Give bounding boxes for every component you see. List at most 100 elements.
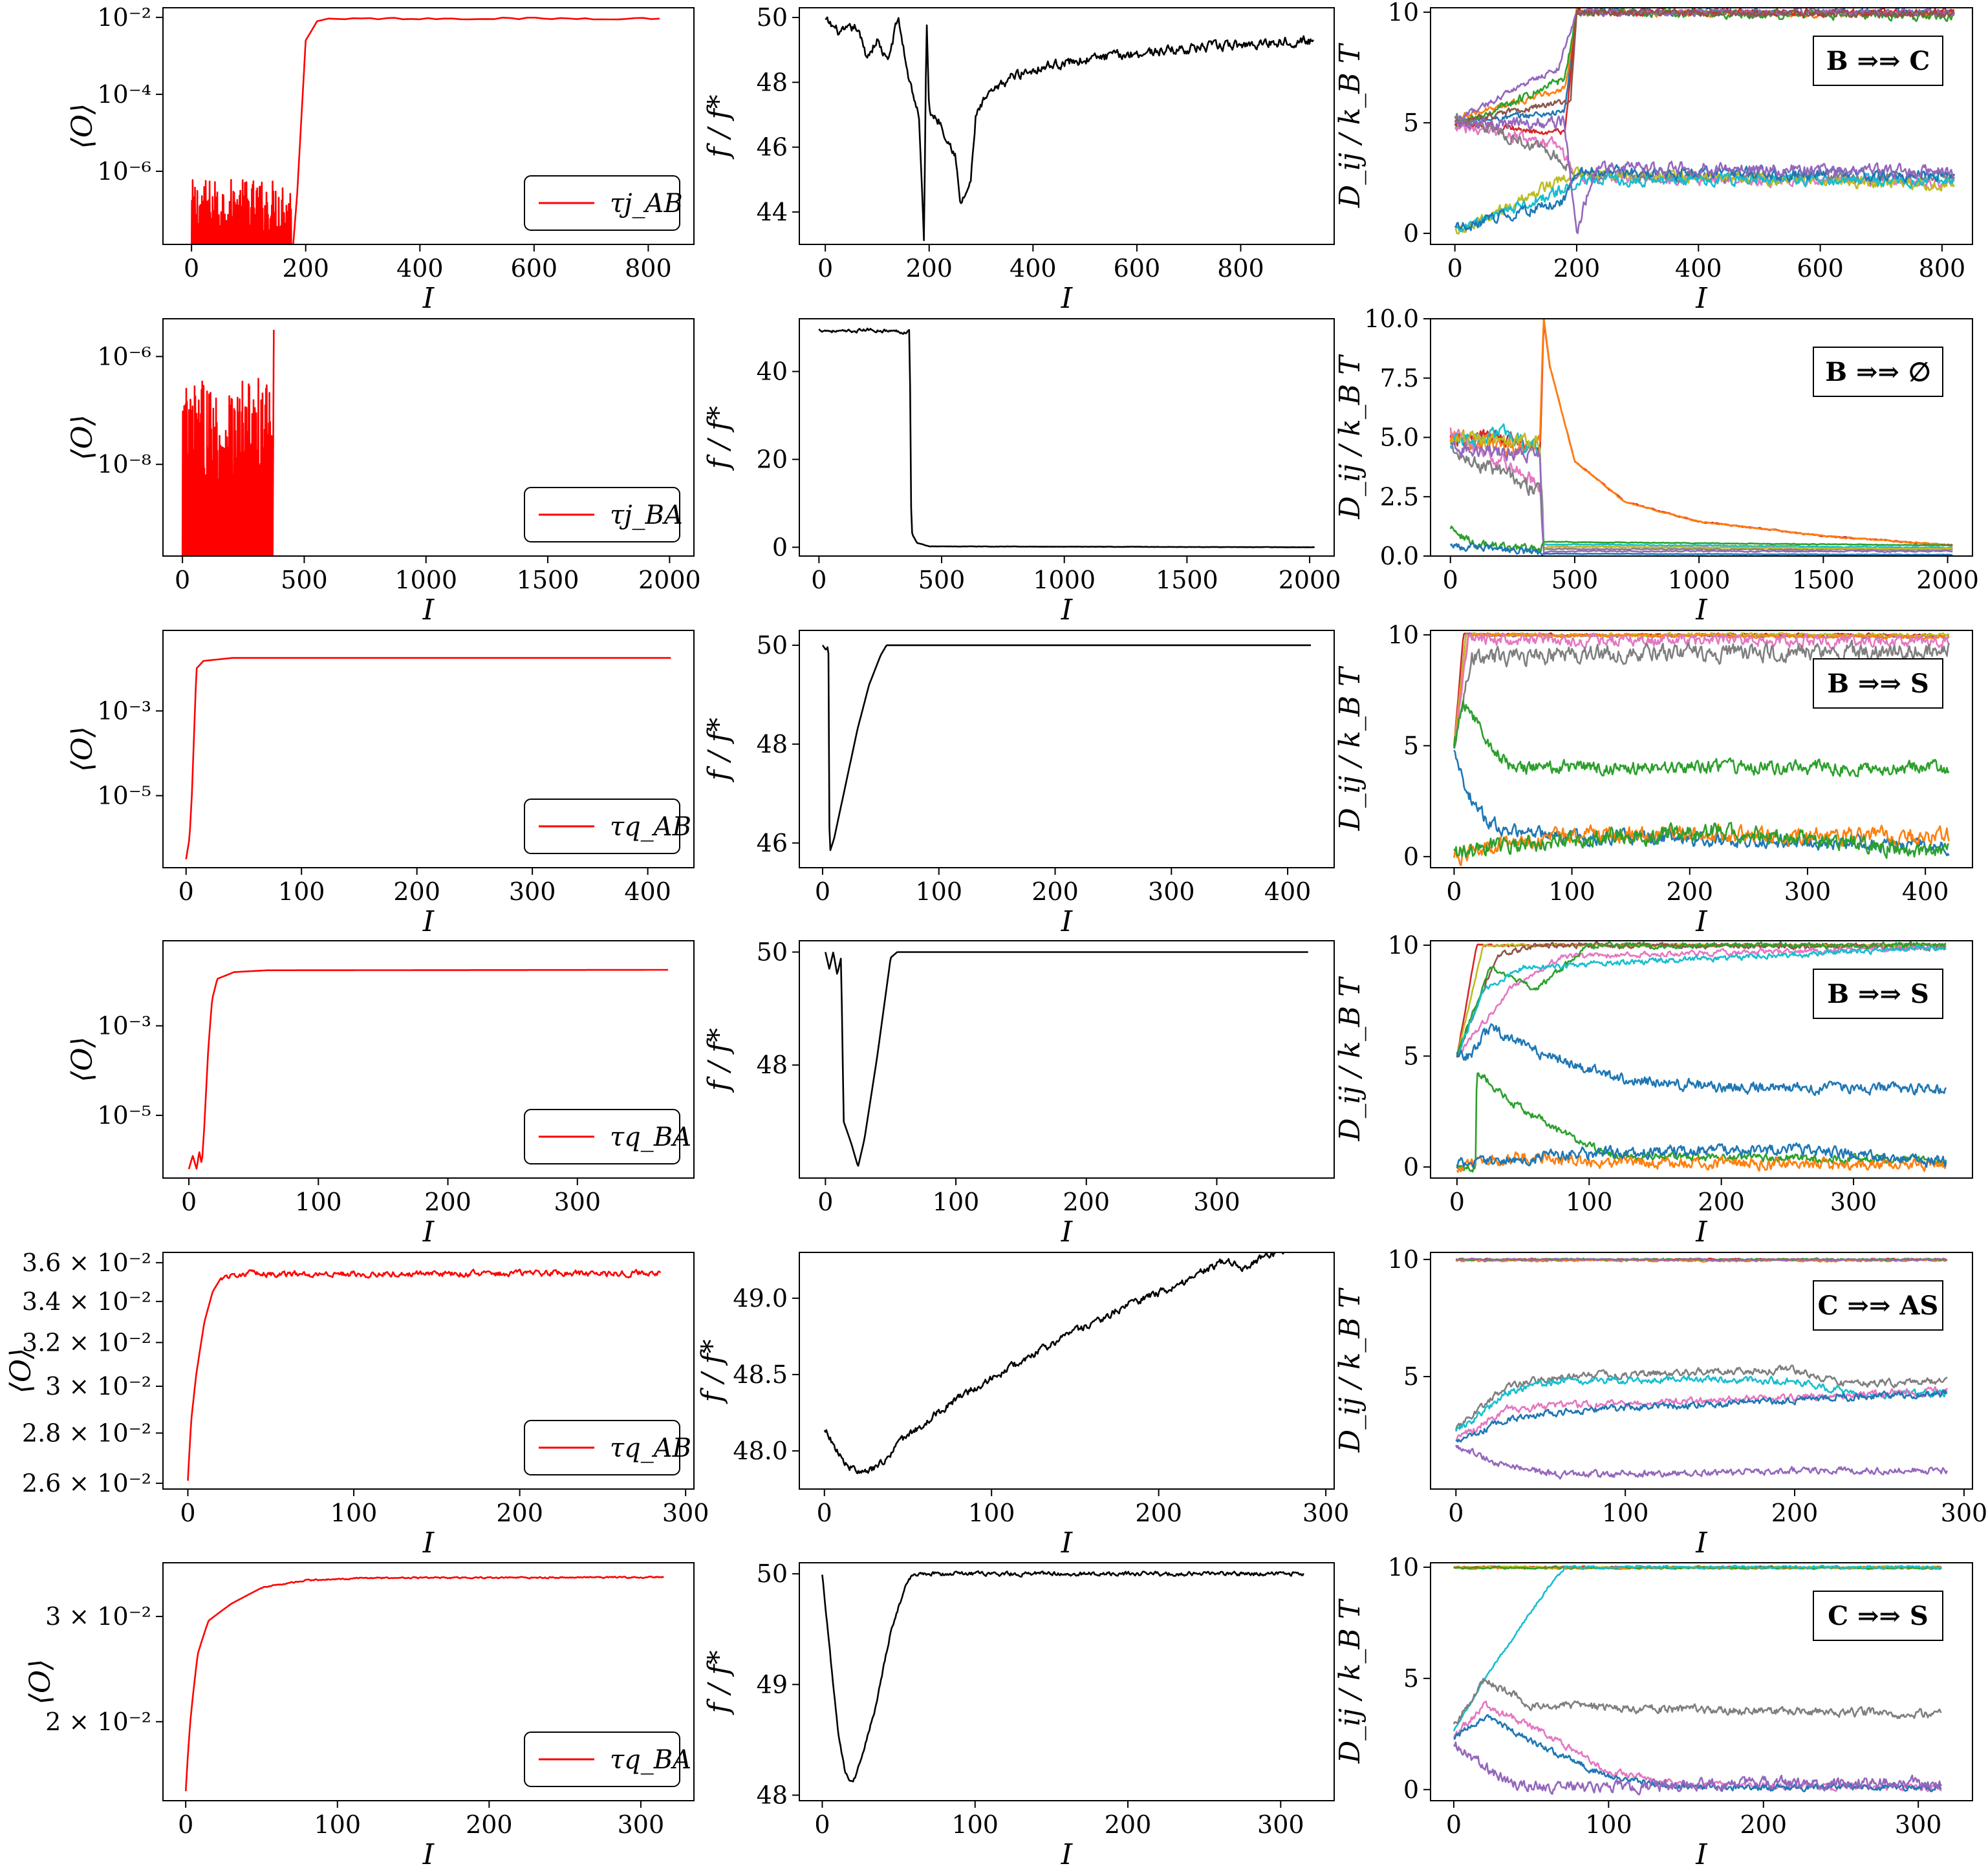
x-axis-label: I <box>1061 594 1074 627</box>
y-tick-label: 10 <box>1388 931 1419 960</box>
series-line <box>1449 542 1953 556</box>
x-tick-label: 400 <box>1264 877 1312 906</box>
y-tick-label: 5 <box>1403 1362 1419 1391</box>
x-tick-label: 400 <box>396 254 444 283</box>
y-axis-label: ⟨O⟩ <box>5 1348 38 1393</box>
legend-label: τj_AB <box>610 189 683 219</box>
x-tick-label: 100 <box>314 1810 361 1839</box>
transition-label: C ⇒⇒ S <box>1828 1601 1929 1631</box>
y-axis-label: ⟨O⟩ <box>66 726 99 771</box>
series-line <box>821 644 1311 852</box>
x-axis-label: I <box>422 594 435 627</box>
y-tick-label: 10⁻⁵ <box>97 1101 151 1130</box>
y-axis-label: D_ij / k_B T <box>1334 42 1367 208</box>
legend-label: τq_BA <box>610 1122 691 1152</box>
transition-label: C ⇒⇒ AS <box>1818 1291 1939 1321</box>
plot-frame <box>1430 7 1973 245</box>
plot-frame <box>162 7 695 245</box>
y-tick-label: 10⁻² <box>97 3 151 32</box>
panel-r4c0: 0 100 200 300 2.6 × 10⁻² 2.8 × 10⁻² 3 × 10⁻² 3.… <box>5 1249 709 1560</box>
transition-label: B ⇒⇒ ∅ <box>1825 357 1931 387</box>
y-axis-label: D_ij / k_B T <box>1334 1598 1367 1764</box>
y-axis-label: f / f* <box>702 718 735 782</box>
x-tick-label: 300 <box>554 1188 601 1216</box>
legend-label: τq_AB <box>610 812 691 842</box>
x-tick-label: 200 <box>1553 254 1601 283</box>
x-axis-label: I <box>422 1838 435 1866</box>
series-group <box>825 16 1314 241</box>
plot-frame <box>799 1252 1335 1490</box>
y-tick-label: 3.4 × 10⁻² <box>22 1287 151 1316</box>
y-tick-label: 48 <box>757 1781 788 1809</box>
series-group <box>1453 1564 1943 1796</box>
y-tick-label: 48 <box>757 68 788 96</box>
y-tick-label: 50 <box>757 1560 788 1588</box>
x-axis-label: I <box>422 1527 435 1560</box>
y-tick-label: 5 <box>1403 109 1419 137</box>
series-group <box>818 327 1315 548</box>
y-tick-label: 10⁻⁶ <box>97 157 151 186</box>
plot-frame <box>1430 1562 1973 1801</box>
y-axis-label: f / f* <box>702 406 735 471</box>
series-line <box>1456 944 1947 1057</box>
series-group <box>821 644 1311 852</box>
series-group <box>181 330 275 556</box>
series-group <box>184 1575 664 1792</box>
x-tick-label: 1000 <box>394 566 457 594</box>
plot-frame <box>162 318 695 557</box>
x-tick-label: 300 <box>1257 1810 1304 1839</box>
x-tick-label: 300 <box>1148 877 1195 906</box>
x-tick-label: 100 <box>915 877 962 906</box>
panel-r4c1: 0 100 200 300 48.0 48.5 49.0 If / f* <box>696 1252 1349 1560</box>
y-tick-label: 50 <box>757 3 788 32</box>
legend: τq_AB <box>524 1420 691 1475</box>
series-group <box>1454 8 1956 235</box>
transition-label: B ⇒⇒ S <box>1827 979 1929 1009</box>
series-line <box>1453 1713 1942 1792</box>
x-tick-label: 1500 <box>517 566 579 594</box>
panel-r1c1: 0 500 1000 1500 2000 0 20 40 If / f* <box>702 318 1341 627</box>
y-tick-label: 10.0 <box>1364 305 1419 333</box>
plot-frame <box>1430 1252 1973 1490</box>
plot-frame <box>162 1562 695 1801</box>
x-tick-label: 300 <box>618 1810 665 1839</box>
panel-r5c1: 0 100 200 300 48 49 50 If / f* <box>702 1560 1335 1866</box>
series-group <box>821 1570 1304 1783</box>
series-group <box>185 657 671 860</box>
panel-r0c0: 0 200 400 600 800 10⁻⁶ 10⁻⁴ 10⁻² I ⟨O⟩ τj_AB <box>66 3 695 315</box>
x-tick-label: 0 <box>178 1810 193 1839</box>
x-tick-label: 300 <box>1193 1188 1240 1216</box>
legend: τj_AB <box>524 175 683 231</box>
x-tick-label: 600 <box>511 254 558 283</box>
series-line <box>1453 632 1950 744</box>
x-tick-label: 200 <box>1698 1188 1745 1216</box>
y-tick-label: 3.6 × 10⁻² <box>22 1249 151 1277</box>
x-tick-label: 0 <box>1446 1810 1462 1839</box>
series-line <box>184 1575 664 1792</box>
y-tick-label: 10 <box>1388 621 1419 649</box>
x-axis-label: I <box>1695 905 1708 938</box>
x-tick-label: 200 <box>1135 1499 1182 1527</box>
plot-frame <box>799 318 1335 557</box>
x-tick-label: 2000 <box>1279 566 1341 594</box>
y-tick-label: 5 <box>1403 1042 1419 1070</box>
transition-box: C ⇒⇒ S <box>1813 1591 1943 1641</box>
y-tick-label: 49 <box>757 1670 788 1699</box>
x-tick-label: 0 <box>1449 1188 1465 1216</box>
panel-r1c0: 0 500 1000 1500 2000 10⁻⁸ 10⁻⁶ I ⟨O⟩ τj_BA <box>66 318 701 627</box>
x-axis-label: I <box>422 905 435 938</box>
series-line <box>1453 639 1950 749</box>
y-axis-label: D_ij / k_B T <box>1334 976 1367 1142</box>
series-line <box>1453 822 1949 859</box>
x-axis-label: I <box>1061 905 1074 938</box>
series-group <box>825 951 1308 1167</box>
legend: τq_BA <box>524 1732 691 1787</box>
y-tick-label: 0 <box>1403 1153 1419 1181</box>
x-tick-label: 200 <box>1032 877 1079 906</box>
panel-r5c2: 0 100 200 300 0 5 10 I D_ij / k_B T C ⇒⇒ S <box>1334 1553 1973 1866</box>
x-axis-label: I <box>422 282 435 315</box>
plot-frame <box>799 1562 1335 1801</box>
y-tick-label: 50 <box>757 631 788 660</box>
x-tick-label: 200 <box>1105 1810 1152 1839</box>
series-line <box>1454 113 1955 185</box>
